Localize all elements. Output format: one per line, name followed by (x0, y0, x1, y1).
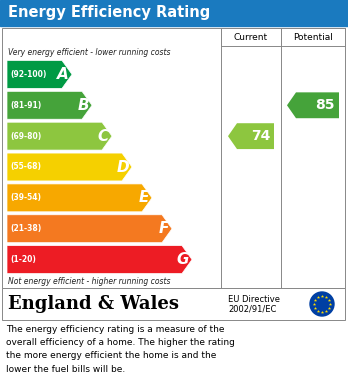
Text: EU Directive: EU Directive (228, 294, 280, 303)
Bar (2, 28, 345, 288)
Polygon shape (7, 184, 152, 212)
Circle shape (310, 292, 334, 316)
Text: E: E (139, 190, 149, 205)
Text: B: B (77, 98, 89, 113)
Bar (221, 28, 281, 46)
Text: 85: 85 (316, 98, 335, 112)
Bar (2, 288, 345, 320)
Text: (1-20): (1-20) (10, 255, 36, 264)
Polygon shape (7, 215, 172, 243)
Text: (92-100): (92-100) (10, 70, 46, 79)
Bar (281, 28, 345, 46)
Text: C: C (98, 129, 109, 143)
Text: Not energy efficient - higher running costs: Not energy efficient - higher running co… (8, 277, 171, 286)
Text: (39-54): (39-54) (10, 194, 41, 203)
Polygon shape (228, 123, 274, 149)
Text: (21-38): (21-38) (10, 224, 41, 233)
Polygon shape (7, 91, 92, 119)
Text: Energy Efficiency Rating: Energy Efficiency Rating (8, 5, 210, 20)
Text: (69-80): (69-80) (10, 132, 41, 141)
Text: 2002/91/EC: 2002/91/EC (228, 305, 276, 314)
Text: Very energy efficient - lower running costs: Very energy efficient - lower running co… (8, 48, 171, 57)
Text: 74: 74 (251, 129, 270, 143)
Polygon shape (287, 92, 339, 118)
Text: (55-68): (55-68) (10, 163, 41, 172)
Text: Current: Current (234, 32, 268, 41)
Text: G: G (176, 252, 189, 267)
Text: A: A (57, 67, 69, 82)
Polygon shape (7, 153, 132, 181)
Text: D: D (116, 160, 129, 174)
Polygon shape (7, 122, 112, 150)
Polygon shape (7, 61, 72, 88)
Text: (81-91): (81-91) (10, 101, 41, 110)
Text: England & Wales: England & Wales (8, 295, 179, 313)
Polygon shape (7, 246, 192, 273)
Text: Potential: Potential (293, 32, 333, 41)
Bar (0, 0, 348, 26)
Text: F: F (159, 221, 169, 236)
Text: The energy efficiency rating is a measure of the
overall efficiency of a home. T: The energy efficiency rating is a measur… (6, 325, 235, 373)
